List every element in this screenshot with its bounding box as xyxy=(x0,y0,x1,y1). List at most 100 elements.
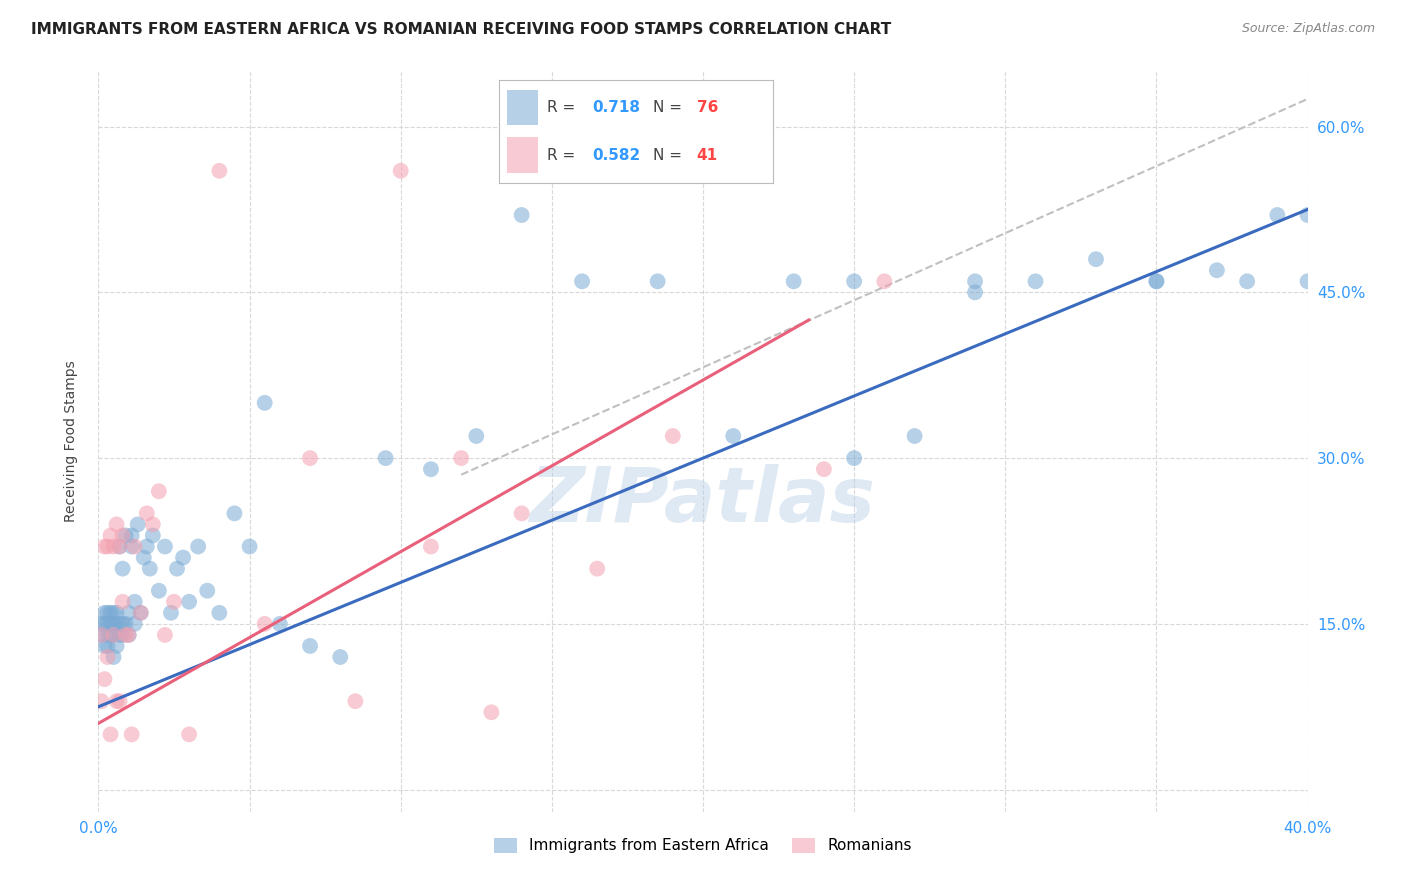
Bar xyxy=(508,136,537,173)
Point xyxy=(118,628,141,642)
Point xyxy=(172,550,194,565)
Point xyxy=(329,650,352,665)
Point xyxy=(420,462,443,476)
Text: IMMIGRANTS FROM EASTERN AFRICA VS ROMANIAN RECEIVING FOOD STAMPS CORRELATION CHA: IMMIGRANTS FROM EASTERN AFRICA VS ROMANI… xyxy=(31,22,891,37)
Point xyxy=(142,528,165,542)
Point xyxy=(1206,263,1229,277)
Point xyxy=(420,540,443,554)
Point xyxy=(135,507,157,521)
Point xyxy=(93,672,115,686)
Point xyxy=(129,606,152,620)
Point xyxy=(737,163,759,178)
Point xyxy=(163,595,186,609)
Point xyxy=(139,561,162,575)
Point xyxy=(129,606,152,620)
Point xyxy=(108,694,131,708)
Point xyxy=(1267,208,1289,222)
Point xyxy=(965,274,987,288)
Point xyxy=(160,606,183,620)
Legend: Immigrants from Eastern Africa, Romanians: Immigrants from Eastern Africa, Romanian… xyxy=(488,831,918,860)
Point xyxy=(100,727,122,741)
Point xyxy=(111,561,134,575)
Point xyxy=(142,517,165,532)
Point xyxy=(344,694,367,708)
Point xyxy=(179,595,201,609)
Point xyxy=(153,628,176,642)
Point xyxy=(1296,274,1319,288)
Point xyxy=(105,606,128,620)
Text: N =: N = xyxy=(652,148,686,162)
Point xyxy=(127,517,149,532)
Point xyxy=(132,550,155,565)
Point xyxy=(118,606,141,620)
Text: Source: ZipAtlas.com: Source: ZipAtlas.com xyxy=(1241,22,1375,36)
Point xyxy=(103,628,125,642)
Text: R =: R = xyxy=(547,148,581,162)
Point xyxy=(299,451,322,466)
Point xyxy=(148,583,170,598)
Point xyxy=(103,616,125,631)
Point xyxy=(510,507,533,521)
Text: 0.582: 0.582 xyxy=(592,148,641,162)
Point xyxy=(105,616,128,631)
Point xyxy=(105,694,128,708)
Point xyxy=(253,616,276,631)
Y-axis label: Receiving Food Stamps: Receiving Food Stamps xyxy=(63,360,77,523)
Point xyxy=(1144,274,1167,288)
Point xyxy=(844,451,866,466)
Point xyxy=(96,650,118,665)
Point xyxy=(586,561,609,575)
Point xyxy=(100,606,122,620)
Point xyxy=(93,540,115,554)
Point xyxy=(121,727,143,741)
Point xyxy=(111,616,134,631)
Point xyxy=(148,484,170,499)
Point xyxy=(153,540,176,554)
Point xyxy=(1236,274,1258,288)
Point xyxy=(103,650,125,665)
Point xyxy=(114,528,136,542)
Text: ZIPatlas: ZIPatlas xyxy=(530,464,876,538)
Point xyxy=(111,528,134,542)
Point xyxy=(124,540,146,554)
Point xyxy=(100,628,122,642)
Point xyxy=(96,540,118,554)
Point xyxy=(121,540,143,554)
Point xyxy=(1296,208,1319,222)
Bar xyxy=(508,89,537,126)
Point xyxy=(93,639,115,653)
Point xyxy=(299,639,322,653)
Point xyxy=(121,528,143,542)
Point xyxy=(103,628,125,642)
Point xyxy=(195,583,218,598)
Point xyxy=(124,595,146,609)
Point xyxy=(108,540,131,554)
Point xyxy=(114,616,136,631)
Point xyxy=(661,429,683,443)
Point xyxy=(965,285,987,300)
Point xyxy=(103,540,125,554)
Point xyxy=(374,451,396,466)
Point xyxy=(96,628,118,642)
Point xyxy=(96,606,118,620)
Point xyxy=(179,727,201,741)
Point xyxy=(90,694,112,708)
Point xyxy=(450,451,472,466)
Point xyxy=(813,462,835,476)
Point xyxy=(108,616,131,631)
Point xyxy=(100,616,122,631)
Text: R =: R = xyxy=(547,101,581,115)
Point xyxy=(124,616,146,631)
Point xyxy=(90,628,112,642)
Point xyxy=(208,606,231,620)
Point xyxy=(873,274,896,288)
Point xyxy=(510,208,533,222)
Point xyxy=(90,616,112,631)
Point xyxy=(647,274,669,288)
Point xyxy=(239,540,262,554)
Point xyxy=(111,595,134,609)
Point xyxy=(269,616,291,631)
Point xyxy=(844,274,866,288)
Point xyxy=(105,517,128,532)
Point xyxy=(389,163,412,178)
